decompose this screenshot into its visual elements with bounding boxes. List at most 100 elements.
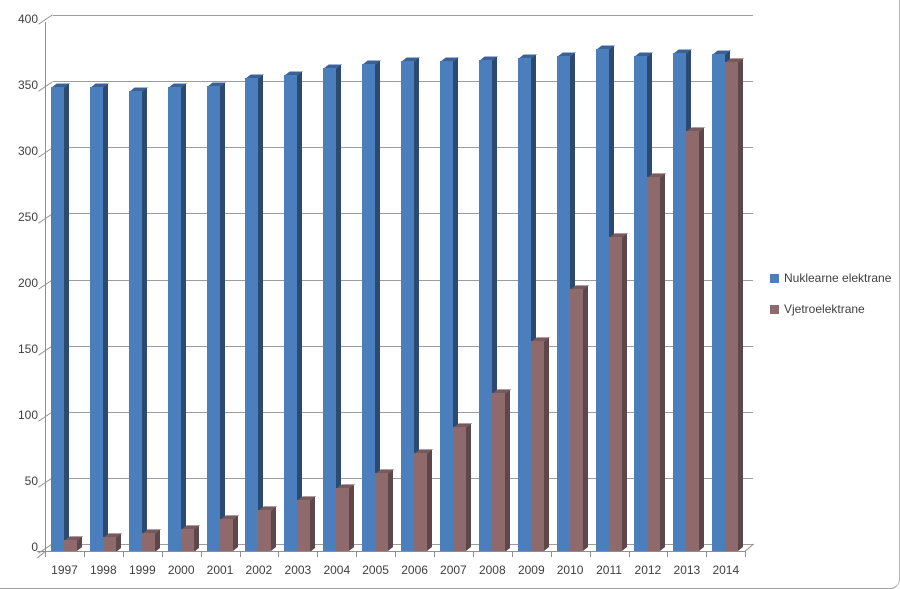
- bar-vjetro-2003[interactable]: [297, 499, 311, 551]
- bar-vjetro-2012[interactable]: [647, 177, 661, 551]
- x-axis-label-2014: 2014: [712, 563, 740, 577]
- legend-swatch-nuklearne-icon: [770, 273, 779, 283]
- bar-nuklearne-1997[interactable]: [51, 87, 64, 551]
- y-axis-label-100: 100: [17, 408, 38, 423]
- x-tick-16: [667, 552, 669, 557]
- y-axis-line: [45, 21, 46, 552]
- bar-side-1-2009: [543, 336, 549, 551]
- legend-item-nuklearne[interactable]: Nuklearne elektrane: [770, 271, 891, 285]
- bar-vjetro-2001[interactable]: [219, 519, 233, 551]
- bar-side-0-1997: [64, 83, 69, 551]
- x-axis-label-2013: 2013: [673, 563, 701, 577]
- bar-nuklearne-2010[interactable]: [556, 55, 570, 551]
- x-axis-label-1998: 1998: [89, 563, 117, 577]
- x-tick-9: [395, 552, 397, 557]
- bar-vjetro-2009[interactable]: [530, 341, 544, 551]
- bar-nuklearne-2004[interactable]: [323, 67, 337, 551]
- x-tick-17: [706, 552, 708, 557]
- x-axis-label-2006: 2006: [401, 563, 428, 577]
- bar-nuklearne-2003[interactable]: [284, 75, 298, 551]
- x-tick-6: [278, 552, 280, 557]
- x-axis-label-2009: 2009: [517, 563, 545, 577]
- gridline-400: [53, 15, 754, 17]
- bar-vjetro-1999[interactable]: [141, 532, 155, 551]
- x-axis-label-2001: 2001: [206, 563, 234, 577]
- bar-nuklearne-2000[interactable]: [167, 87, 181, 551]
- x-tick-8: [356, 552, 358, 557]
- bar-side-1-2014: [738, 58, 744, 551]
- x-tick-3: [161, 552, 163, 557]
- bar-nuklearne-2002[interactable]: [245, 78, 259, 551]
- y-axis-label-150: 150: [17, 342, 38, 357]
- x-tick-1: [83, 552, 85, 557]
- legend-item-vjetroelektrane[interactable]: Vjetroelektrane: [770, 302, 891, 316]
- x-tick-18: [745, 552, 747, 557]
- bar-vjetro-2007[interactable]: [452, 426, 466, 551]
- y-axis-label-200: 200: [17, 276, 38, 291]
- x-axis-label-1999: 1999: [128, 563, 156, 577]
- bar-vjetro-2004[interactable]: [336, 487, 350, 551]
- bar-side-1-2013: [699, 126, 705, 551]
- x-axis-label-2004: 2004: [323, 563, 351, 577]
- bar-vjetro-2010[interactable]: [569, 289, 583, 551]
- bar-nuklearne-2007[interactable]: [439, 60, 453, 551]
- y-axis-label-50: 50: [24, 474, 38, 489]
- bar-vjetro-2011[interactable]: [608, 236, 622, 551]
- x-axis-label-2011: 2011: [596, 563, 622, 577]
- bar-side-0-2002: [258, 74, 264, 551]
- x-axis-label-2012: 2012: [634, 563, 662, 577]
- bar-side-1-2005: [388, 469, 394, 551]
- bar-nuklearne-1999[interactable]: [128, 91, 142, 551]
- bar-side-0-1999: [141, 87, 147, 551]
- bar-side-0-2004: [336, 63, 342, 552]
- y-axis-label-300: 300: [17, 144, 38, 159]
- bar-nuklearne-2011[interactable]: [595, 49, 609, 551]
- x-axis-label-2008: 2008: [478, 563, 506, 577]
- bar-side-1-2006: [427, 449, 433, 551]
- x-axis-label-2010: 2010: [556, 563, 584, 577]
- bar-vjetro-1997[interactable]: [64, 540, 77, 551]
- legend[interactable]: Nuklearne elektrane Vjetroelektrane: [770, 271, 891, 333]
- bar-side-1-2010: [582, 285, 588, 551]
- bar-vjetro-2014[interactable]: [725, 62, 739, 551]
- bar-nuklearne-2012[interactable]: [634, 55, 648, 551]
- bar-vjetro-2005[interactable]: [375, 473, 389, 551]
- bar-nuklearne-2006[interactable]: [401, 60, 415, 551]
- bar-side-1-2011: [621, 232, 627, 551]
- y-axis-label-400: 400: [17, 12, 38, 26]
- bar-vjetro-1998[interactable]: [102, 536, 116, 551]
- x-tick-10: [434, 552, 435, 557]
- bar-side-0-2000: [180, 83, 186, 551]
- bar-side-0-2001: [219, 81, 225, 551]
- x-axis-label-2005: 2005: [362, 563, 389, 577]
- x-tick-11: [472, 552, 474, 557]
- bar-side-1-2008: [504, 388, 510, 551]
- y-axis-label-250: 250: [17, 210, 38, 225]
- bar-nuklearne-1998[interactable]: [89, 87, 103, 551]
- y-axis-label-0: 0: [31, 540, 38, 555]
- bar-nuklearne-2001[interactable]: [206, 86, 220, 551]
- floor-right-edge: [745, 543, 755, 552]
- x-axis-label-2003: 2003: [284, 563, 312, 577]
- bar-nuklearne-2005[interactable]: [362, 63, 376, 551]
- bar-nuklearne-2009[interactable]: [517, 58, 531, 551]
- legend-label: Nuklearne elektrane: [784, 271, 892, 285]
- bar-vjetro-2002[interactable]: [258, 510, 272, 551]
- legend-label: Vjetroelektrane: [784, 302, 865, 316]
- bar-vjetro-2000[interactable]: [180, 528, 194, 551]
- x-axis-label-1997: 1997: [51, 563, 78, 577]
- bar-nuklearne-2008[interactable]: [478, 59, 492, 551]
- bar-vjetro-2006[interactable]: [414, 453, 428, 551]
- bar-vjetro-2008[interactable]: [491, 392, 505, 551]
- bar-side-0-2003: [297, 71, 303, 551]
- bar-side-1-2002: [271, 505, 277, 551]
- bar-side-1-2003: [310, 495, 316, 551]
- x-tick-2: [122, 552, 124, 557]
- x-tick-15: [628, 552, 630, 557]
- bar-nuklearne-2014[interactable]: [712, 54, 726, 551]
- x-tick-7: [317, 552, 319, 557]
- bar-vjetro-2013[interactable]: [686, 130, 700, 551]
- x-tick-0: [45, 552, 46, 557]
- bar-nuklearne-2013[interactable]: [673, 53, 687, 551]
